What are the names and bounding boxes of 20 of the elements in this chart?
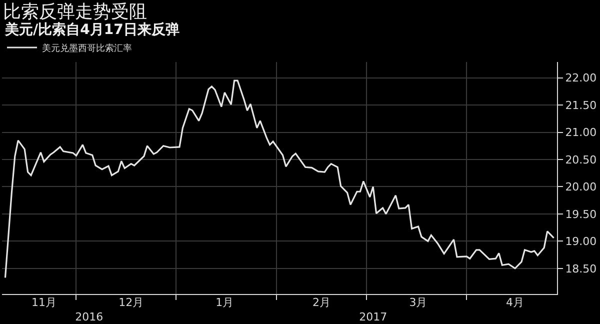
x-tick-label: 11月 xyxy=(31,296,56,309)
x2-tick-label: 2016 xyxy=(75,310,104,324)
y-tick-label: 20.00 xyxy=(565,180,597,194)
y-tick-label: 21.50 xyxy=(565,98,597,112)
x-tick-label: 1月 xyxy=(216,296,234,309)
x-tick-label: 2月 xyxy=(312,296,330,309)
y-tick-label: 20.50 xyxy=(565,153,597,166)
chart-title: 比索反弹走势受阻 xyxy=(3,1,147,22)
x-tick-label: 3月 xyxy=(409,296,428,309)
y-tick-label: 22.00 xyxy=(565,72,597,85)
x-tick-label: 12月 xyxy=(118,296,144,309)
x2-tick-label: 2017 xyxy=(359,310,388,324)
legend-label: 美元兑墨西哥比索汇率 xyxy=(42,43,132,54)
y-tick-label: 18.50 xyxy=(565,262,597,276)
y-tick-label: 21.00 xyxy=(565,126,597,140)
chart-subtitle: 美元/比索自4月17日来反弹 xyxy=(4,21,180,38)
y-tick-label: 19.50 xyxy=(565,208,597,221)
y-tick-label: 19.00 xyxy=(565,235,597,248)
x-tick-label: 4月 xyxy=(506,296,524,309)
line-series xyxy=(4,80,555,278)
